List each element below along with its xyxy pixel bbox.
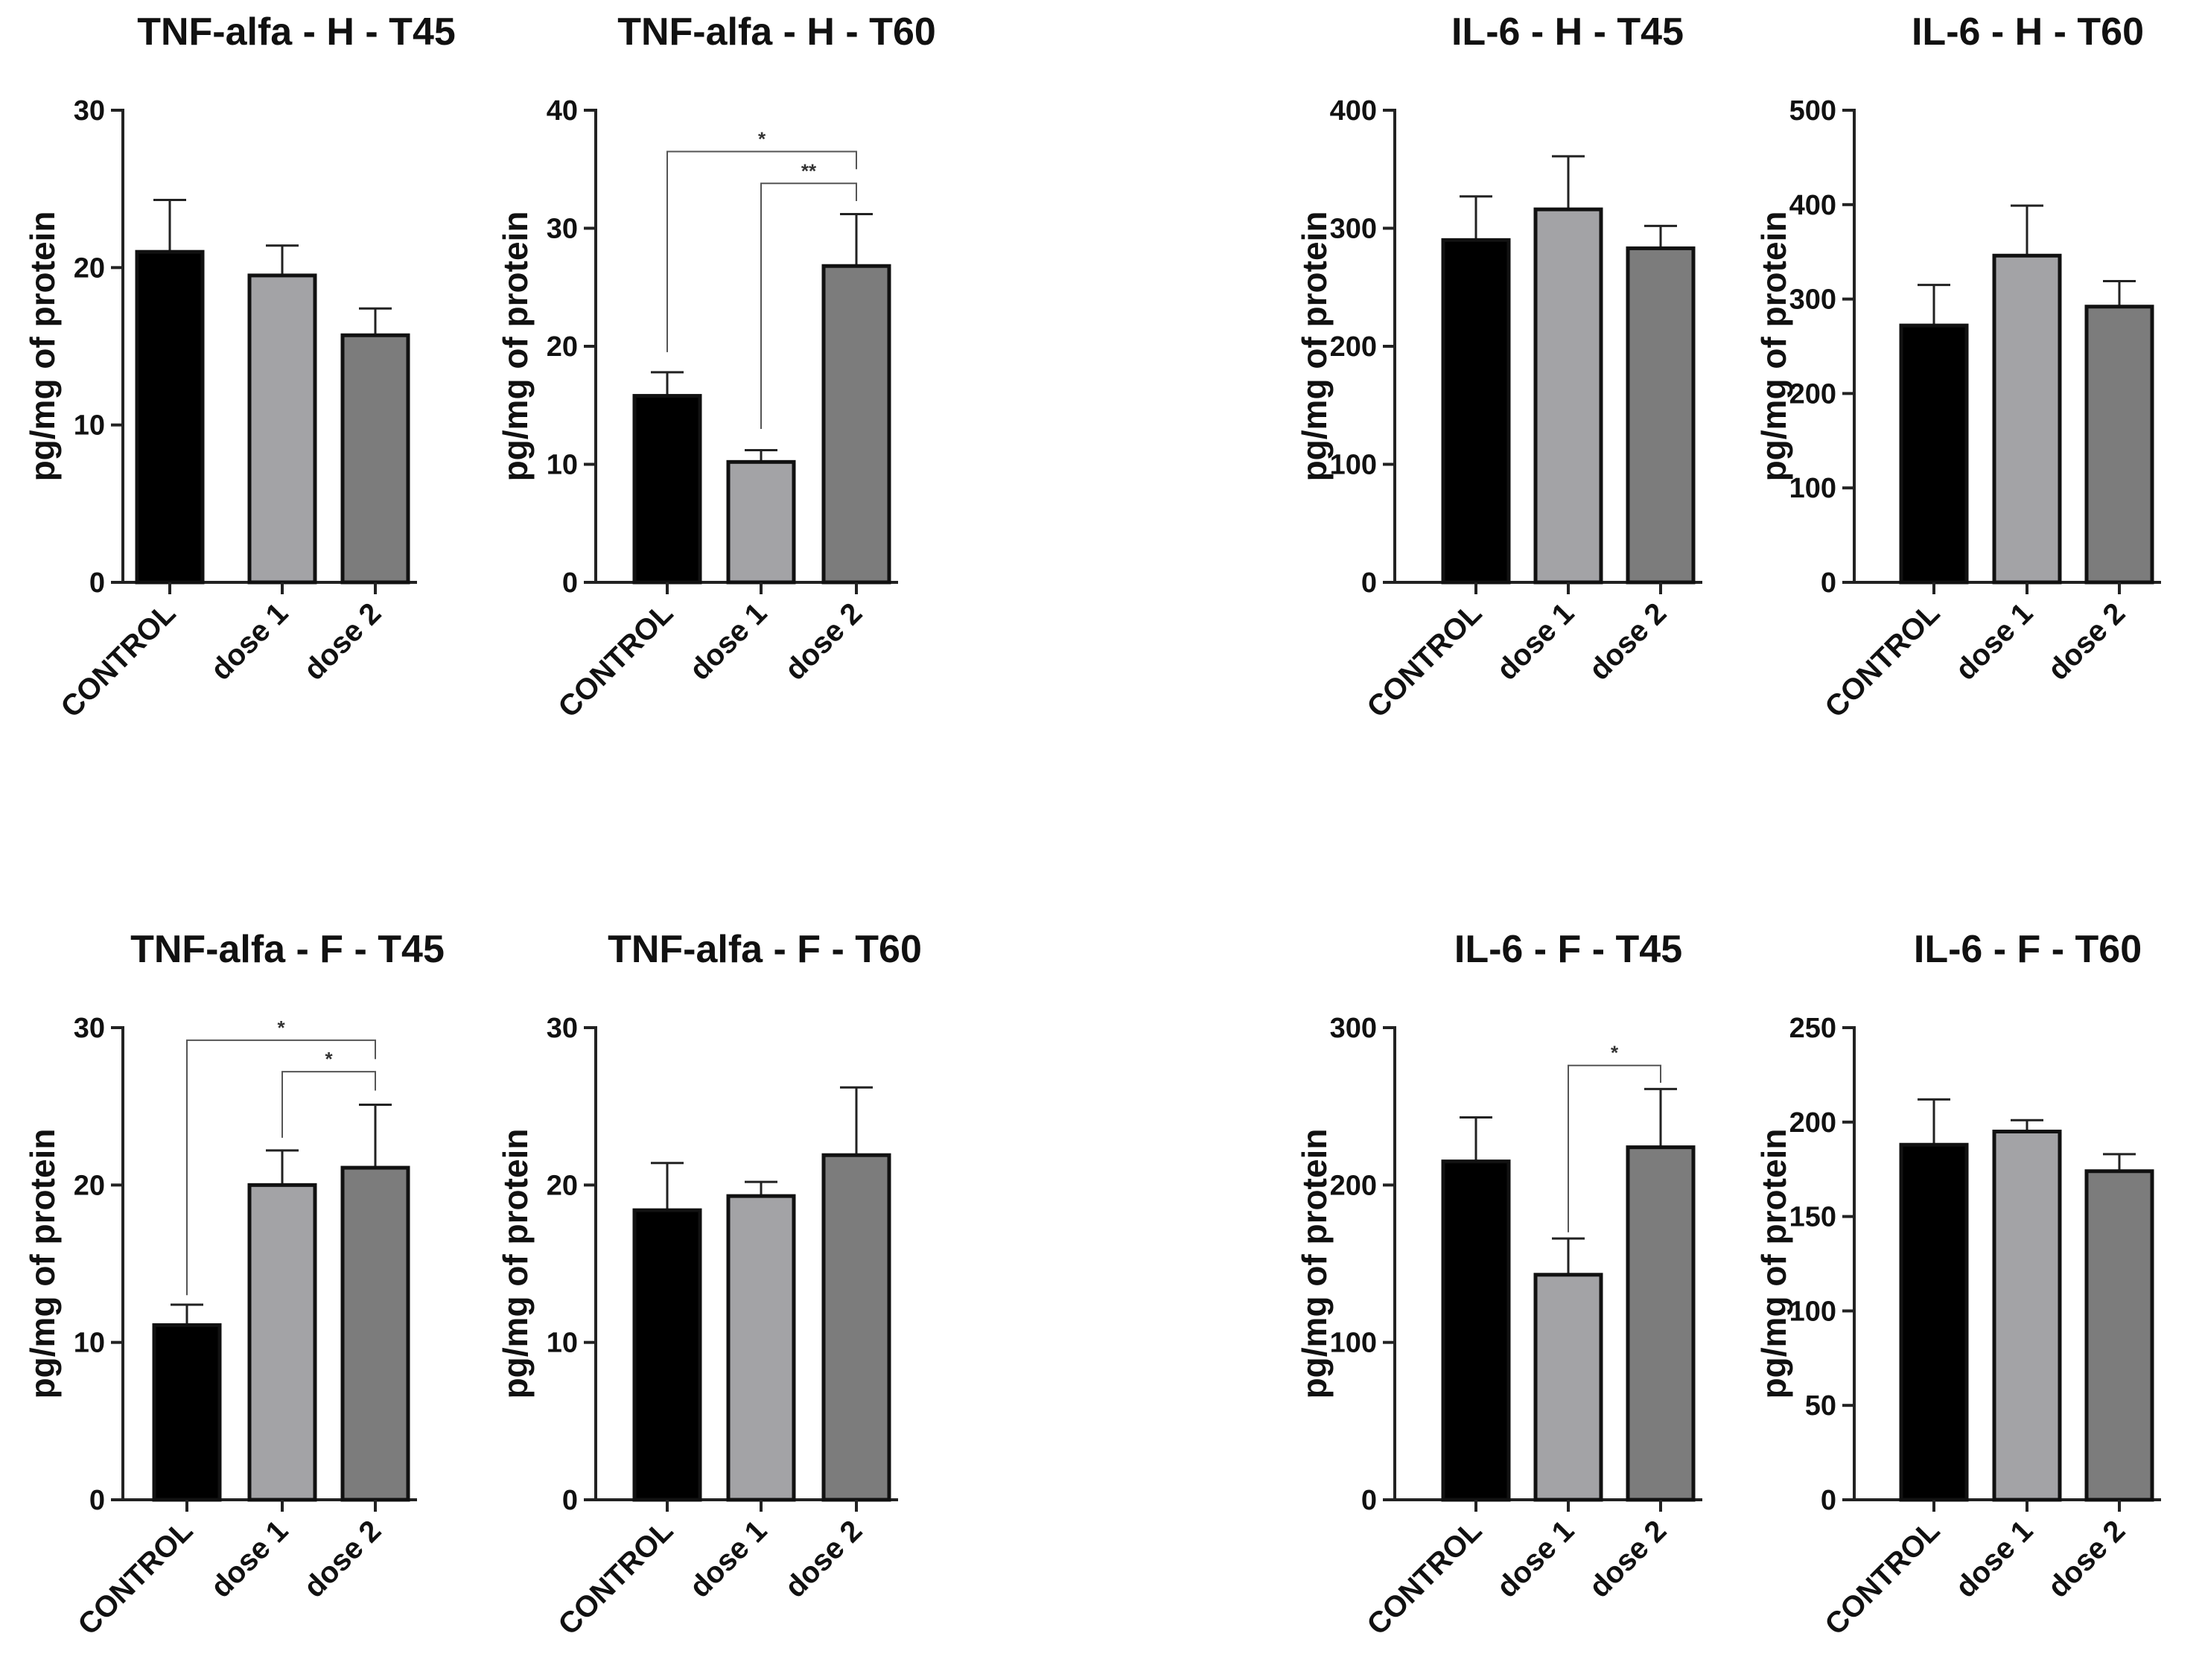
bar-dose-1 [1992, 253, 2062, 585]
y-tick-label: 20 [74, 252, 105, 284]
y-axis-label: pg/mg of protein [1295, 1129, 1334, 1399]
y-tick-label: 300 [1330, 214, 1377, 245]
y-tick-label: 200 [1330, 1170, 1377, 1201]
bar-dose-1 [726, 1194, 796, 1502]
y-tick-label: 200 [1789, 1107, 1836, 1139]
y-tick-label: 10 [547, 450, 578, 481]
chart-title: TNF-alfa - F - T45 [130, 928, 445, 971]
significance-label: * [277, 1016, 285, 1039]
y-tick-label: 10 [74, 410, 105, 442]
y-tick-label: 100 [1789, 473, 1836, 504]
y-tick-label: 100 [1330, 450, 1377, 481]
y-tick-label: 30 [547, 214, 578, 245]
bar-control [1441, 1159, 1511, 1502]
y-tick-label: 0 [1361, 1485, 1377, 1516]
y-tick-label: 0 [562, 567, 578, 599]
bar-dose-1 [247, 1183, 317, 1502]
bar-control [1899, 323, 1969, 585]
y-axis-label: pg/mg of protein [1295, 211, 1334, 482]
y-tick-label: 250 [1789, 1013, 1836, 1044]
y-tick-label: 100 [1330, 1328, 1377, 1359]
y-tick-label: 0 [1361, 567, 1377, 599]
y-tick-label: 400 [1330, 95, 1377, 127]
significance-bracket [281, 1071, 376, 1138]
bar-dose-1 [726, 459, 796, 585]
y-tick-label: 10 [74, 1328, 105, 1359]
y-tick-label: 20 [547, 331, 578, 363]
bar-dose-2 [340, 333, 410, 585]
chart-panel-5: TNF-alfa - F - T45 pg/mg of protein 0 10 20 3… [23, 928, 445, 1641]
chart-panel-8: IL-6 - F - T60 pg/mg of protein 0 50 100 150 2… [1754, 928, 2161, 1641]
chart-title: IL-6 - H - T45 [1451, 10, 1684, 54]
y-tick-label: 0 [1821, 1485, 1836, 1516]
significance-label: * [1611, 1042, 1619, 1064]
y-tick-label: 30 [74, 1013, 105, 1044]
significance-bracket [666, 150, 857, 352]
chart-title: IL-6 - H - T60 [1912, 10, 2144, 54]
y-tick-label: 300 [1789, 284, 1836, 316]
bar-control [135, 249, 205, 585]
y-tick-label: 50 [1805, 1390, 1836, 1422]
chart-title: IL-6 - F - T60 [1914, 928, 2142, 971]
bar-dose-2 [1626, 1145, 1696, 1502]
y-tick-label: 30 [547, 1013, 578, 1044]
y-tick-label: 10 [547, 1328, 578, 1359]
y-tick-label: 100 [1789, 1296, 1836, 1327]
bar-control [1899, 1142, 1969, 1502]
y-tick-label: 0 [1821, 567, 1836, 599]
chart-title: IL-6 - F - T45 [1454, 928, 1682, 971]
bar-dose-2 [340, 1165, 410, 1502]
bar-dose-2 [2084, 305, 2154, 585]
y-tick-label: 150 [1789, 1202, 1836, 1233]
y-axis-label: pg/mg of protein [1754, 1129, 1793, 1399]
bar-dose-2 [821, 1153, 891, 1502]
y-tick-label: 500 [1789, 95, 1836, 127]
bar-dose-1 [1533, 1273, 1603, 1502]
bar-dose-1 [247, 273, 317, 585]
y-axis-label: pg/mg of protein [496, 211, 535, 482]
y-tick-label: 200 [1330, 331, 1377, 363]
significance-bracket [1568, 1064, 1661, 1232]
y-tick-label: 0 [562, 1485, 578, 1516]
significance-bracket [186, 1039, 376, 1296]
bar-dose-2 [821, 264, 891, 585]
bar-control [632, 394, 702, 585]
bar-control [632, 1208, 702, 1502]
y-tick-label: 200 [1789, 378, 1836, 410]
y-tick-label: 300 [1330, 1013, 1377, 1044]
y-tick-label: 0 [89, 567, 105, 599]
y-axis-label: pg/mg of protein [1754, 211, 1793, 482]
bar-dose-2 [1626, 246, 1696, 585]
y-tick-label: 20 [547, 1170, 578, 1201]
y-tick-label: 400 [1789, 190, 1836, 221]
y-tick-label: 20 [74, 1170, 105, 1201]
bar-dose-1 [1533, 207, 1603, 585]
bar-dose-2 [2084, 1169, 2154, 1502]
y-axis-label: pg/mg of protein [23, 211, 62, 482]
y-axis-label: pg/mg of protein [496, 1129, 535, 1399]
bar-control [1441, 238, 1511, 585]
significance-label: * [325, 1048, 333, 1070]
y-tick-label: 0 [89, 1485, 105, 1516]
chart-title: TNF-alfa - H - T60 [617, 10, 936, 54]
bar-control [152, 1323, 222, 1502]
y-tick-label: 40 [547, 95, 578, 127]
chart-title: TNF-alfa - H - T45 [137, 10, 456, 54]
chart-title: TNF-alfa - F - T60 [608, 928, 922, 971]
y-axis-label: pg/mg of protein [23, 1129, 62, 1399]
y-tick-label: 30 [74, 95, 105, 127]
significance-label: * [758, 127, 766, 150]
significance-label: ** [801, 159, 817, 182]
significance-bracket [760, 182, 857, 429]
bar-dose-1 [1992, 1129, 2062, 1502]
